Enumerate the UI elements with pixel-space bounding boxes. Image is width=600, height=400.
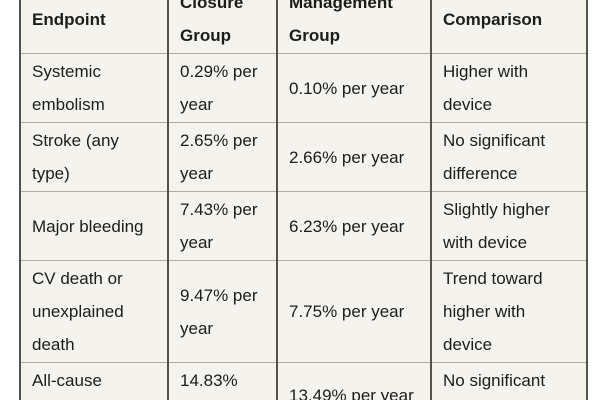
column-header-comparison: Comparison	[430, 0, 588, 54]
cell-comparison: No significant	[430, 362, 588, 400]
cell-closure: 7.43% per year	[167, 191, 278, 261]
cell-endpoint: Major bleeding	[19, 191, 169, 261]
cell-comparison: Higher with device	[430, 53, 588, 123]
cell-closure: 9.47% per year	[167, 260, 278, 363]
column-header-management: Management Group	[276, 0, 432, 54]
cell-management: 7.75% per year	[276, 260, 432, 363]
cell-closure: 14.83%	[167, 362, 278, 400]
table-row: All-cause 14.83% 13.49% per year No signifi…	[19, 362, 588, 400]
header-row: Endpoint Closure Group Management Group …	[19, 0, 588, 54]
table-row: Systemic embolism 0.29% per year 0.10% per…	[19, 53, 588, 123]
outcomes-table: Endpoint Closure Group Management Group …	[19, 0, 588, 400]
column-header-endpoint: Endpoint	[19, 0, 169, 54]
table-row: Major bleeding 7.43% per year 6.23% per ye…	[19, 191, 588, 261]
cell-closure: 0.29% per year	[167, 53, 278, 123]
cell-endpoint: Stroke (any type)	[19, 122, 169, 192]
table-row: CV death or unexplained death 9.47% per y…	[19, 260, 588, 363]
cell-management: 6.23% per year	[276, 191, 432, 261]
table-row: Stroke (any type) 2.65% per year 2.66% per…	[19, 122, 588, 192]
cell-management: 13.49% per year	[276, 362, 432, 400]
cell-endpoint: Systemic embolism	[19, 53, 169, 123]
cell-comparison: Slightly higher with device	[430, 191, 588, 261]
cell-closure: 2.65% per year	[167, 122, 278, 192]
cell-comparison: Trend toward higher with device	[430, 260, 588, 363]
column-header-closure: Closure Group	[167, 0, 278, 54]
table-header: Endpoint Closure Group Management Group …	[19, 0, 588, 54]
cell-comparison: No significant difference	[430, 122, 588, 192]
cell-management: 2.66% per year	[276, 122, 432, 192]
table-body: Systemic embolism 0.29% per year 0.10% per…	[19, 53, 588, 400]
cell-endpoint: CV death or unexplained death	[19, 260, 169, 363]
cell-management: 0.10% per year	[276, 53, 432, 123]
cell-endpoint: All-cause	[19, 362, 169, 400]
